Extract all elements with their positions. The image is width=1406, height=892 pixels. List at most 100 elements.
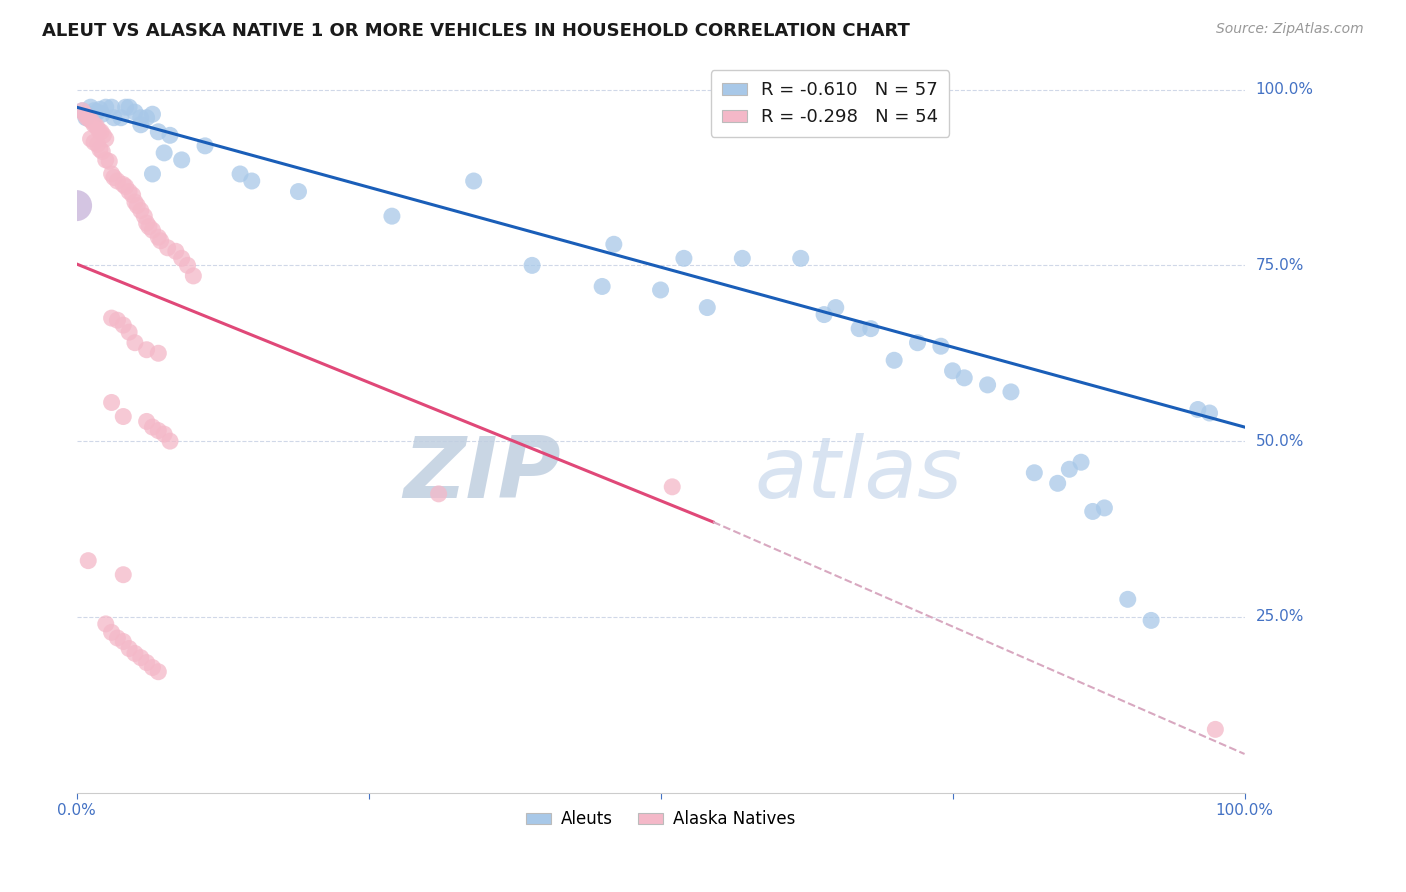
Point — [240, 174, 263, 188]
Point — [883, 353, 905, 368]
Point — [107, 631, 129, 645]
Point — [148, 125, 170, 139]
Point — [287, 185, 309, 199]
Point — [112, 634, 135, 648]
Point — [907, 335, 929, 350]
Point — [813, 308, 835, 322]
Point — [107, 174, 129, 188]
Point — [159, 128, 181, 143]
Point — [94, 100, 117, 114]
Point — [941, 364, 963, 378]
Point — [135, 414, 157, 428]
Point — [1070, 455, 1092, 469]
Point — [121, 188, 143, 202]
Legend: Aleuts, Alaska Natives: Aleuts, Alaska Natives — [519, 804, 801, 835]
Point — [73, 107, 96, 121]
Text: ZIP: ZIP — [404, 433, 561, 516]
Point — [520, 259, 543, 273]
Point — [153, 427, 176, 442]
Point — [148, 230, 170, 244]
Point — [89, 142, 111, 156]
Point — [75, 111, 97, 125]
Text: atlas: atlas — [754, 433, 962, 516]
Point — [135, 656, 157, 670]
Point — [1198, 406, 1220, 420]
Point — [731, 252, 754, 266]
Point — [1187, 402, 1209, 417]
Text: 50.0%: 50.0% — [1256, 434, 1303, 449]
Point — [153, 145, 176, 160]
Point — [98, 154, 121, 169]
Point — [790, 252, 813, 266]
Point — [72, 103, 94, 118]
Point — [138, 219, 160, 234]
Point — [91, 107, 114, 121]
Text: 75.0%: 75.0% — [1256, 258, 1303, 273]
Point — [80, 114, 103, 128]
Point — [86, 119, 108, 133]
Point — [100, 167, 122, 181]
Point — [94, 616, 117, 631]
Point — [110, 111, 132, 125]
Point — [112, 178, 135, 192]
Point — [141, 107, 163, 121]
Point — [112, 567, 135, 582]
Point — [1000, 384, 1022, 399]
Point — [100, 625, 122, 640]
Point — [696, 301, 718, 315]
Point — [103, 170, 125, 185]
Point — [124, 647, 146, 661]
Point — [86, 105, 108, 120]
Point — [170, 153, 193, 167]
Point — [83, 118, 105, 132]
Point — [100, 311, 122, 326]
Point — [124, 335, 146, 350]
Point — [83, 136, 105, 150]
Point — [148, 665, 170, 679]
Point — [112, 409, 135, 424]
Point — [159, 434, 181, 449]
Point — [79, 112, 101, 127]
Point — [129, 203, 152, 218]
Point — [953, 371, 976, 385]
Point — [77, 554, 100, 568]
Point — [100, 100, 122, 114]
Point — [114, 179, 136, 194]
Text: ALEUT VS ALASKA NATIVE 1 OR MORE VEHICLES IN HOUSEHOLD CORRELATION CHART: ALEUT VS ALASKA NATIVE 1 OR MORE VEHICLE… — [42, 22, 910, 40]
Point — [463, 174, 485, 188]
Point — [91, 145, 114, 159]
Point — [94, 132, 117, 146]
Point — [79, 132, 101, 146]
Point — [1116, 592, 1139, 607]
Point — [127, 199, 149, 213]
Point — [107, 313, 129, 327]
Point — [141, 223, 163, 237]
Point — [65, 199, 87, 213]
Point — [1204, 723, 1226, 737]
Point — [170, 252, 193, 266]
Point — [148, 346, 170, 360]
Text: 100.0%: 100.0% — [1256, 82, 1313, 97]
Point — [77, 107, 100, 121]
Point — [89, 103, 111, 117]
Point — [1081, 504, 1104, 518]
Point — [141, 420, 163, 434]
Point — [129, 650, 152, 665]
Point — [603, 237, 626, 252]
Point — [141, 167, 163, 181]
Point — [112, 318, 135, 332]
Point — [93, 128, 115, 143]
Point — [1092, 500, 1115, 515]
Point — [650, 283, 672, 297]
Point — [848, 321, 870, 335]
Point — [94, 153, 117, 167]
Point — [129, 111, 152, 125]
Point — [1059, 462, 1081, 476]
Point — [929, 339, 952, 353]
Point — [824, 301, 846, 315]
Point — [83, 103, 105, 118]
Point — [229, 167, 252, 181]
Point — [661, 480, 683, 494]
Point — [427, 487, 450, 501]
Point — [1140, 614, 1163, 628]
